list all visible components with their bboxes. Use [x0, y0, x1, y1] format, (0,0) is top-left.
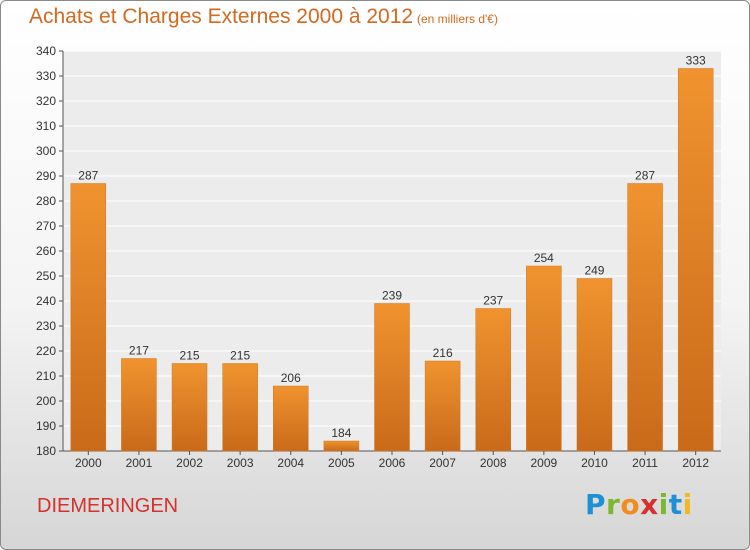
- bar: [222, 363, 258, 452]
- y-tick-label: 240: [36, 294, 56, 308]
- x-tick-label: 2006: [379, 456, 406, 470]
- x-tick-label: 2009: [530, 456, 557, 470]
- x-tick-label: 2008: [480, 456, 507, 470]
- chart-subtitle: (en milliers d'€): [417, 12, 498, 26]
- logo-letter: P: [585, 488, 607, 521]
- y-tick-label: 210: [36, 369, 56, 383]
- x-tick-label: 2011: [632, 456, 658, 470]
- bar-value-label: 217: [129, 344, 149, 358]
- y-tick-label: 270: [36, 219, 56, 233]
- y-tick-label: 200: [36, 394, 56, 408]
- bar: [526, 265, 562, 452]
- y-tick-label: 340: [36, 44, 56, 58]
- bar-value-label: 237: [483, 294, 503, 308]
- x-tick-label: 2000: [75, 456, 102, 470]
- y-tick-label: 230: [36, 319, 56, 333]
- proxiti-logo: Proxiti: [585, 488, 693, 521]
- logo-letter: x: [640, 488, 659, 521]
- bar: [475, 308, 511, 452]
- commune-name: DIEMERINGEN: [37, 495, 179, 517]
- logo-letter: o: [620, 488, 641, 521]
- y-tick-label: 280: [36, 194, 56, 208]
- x-tick-label: 2012: [682, 456, 709, 470]
- x-tick-label: 2010: [581, 456, 608, 470]
- bar: [323, 440, 360, 452]
- y-tick-label: 310: [36, 119, 56, 133]
- y-tick-label: 330: [36, 69, 56, 83]
- logo-letter: t: [668, 488, 683, 521]
- y-tick-label: 180: [36, 444, 56, 458]
- bar: [627, 183, 663, 452]
- bar: [273, 385, 309, 452]
- y-tick-label: 290: [36, 169, 56, 183]
- bar-value-label: 206: [281, 371, 301, 385]
- bar-value-label: 239: [382, 289, 402, 303]
- chart-title: Achats et Charges Externes 2000 à 2012: [29, 5, 414, 28]
- bar-value-label: 215: [230, 349, 250, 363]
- bar: [70, 183, 107, 452]
- bar-value-label: 287: [635, 169, 655, 183]
- y-tick-label: 260: [36, 244, 56, 258]
- x-tick-label: 2001: [126, 456, 153, 470]
- y-tick-label: 220: [36, 344, 56, 358]
- bar: [121, 358, 157, 452]
- bar: [576, 278, 613, 452]
- bar-value-label: 254: [534, 251, 554, 265]
- x-tick-label: 2002: [176, 456, 203, 470]
- y-tick-label: 250: [36, 269, 56, 283]
- bar: [374, 303, 410, 452]
- bar-value-label: 249: [584, 264, 604, 278]
- y-tick-label: 190: [36, 419, 56, 433]
- x-tick-label: 2003: [227, 456, 254, 470]
- bar-value-label: 216: [433, 346, 453, 360]
- logo-letter: i: [658, 488, 669, 521]
- bar-value-label: 215: [180, 349, 200, 363]
- bar-value-label: 333: [686, 54, 706, 68]
- y-tick-label: 300: [36, 144, 56, 158]
- x-tick-label: 2007: [429, 456, 456, 470]
- x-tick-label: 2004: [277, 456, 304, 470]
- y-tick-label: 320: [36, 94, 56, 108]
- bar: [424, 360, 461, 452]
- x-tick-label: 2005: [328, 456, 355, 470]
- bar: [171, 363, 208, 452]
- bar-value-label: 287: [78, 169, 98, 183]
- bar: [677, 68, 714, 452]
- bar-value-label: 184: [331, 426, 351, 440]
- logo-letter: r: [606, 488, 621, 521]
- logo-letter: i: [682, 488, 693, 521]
